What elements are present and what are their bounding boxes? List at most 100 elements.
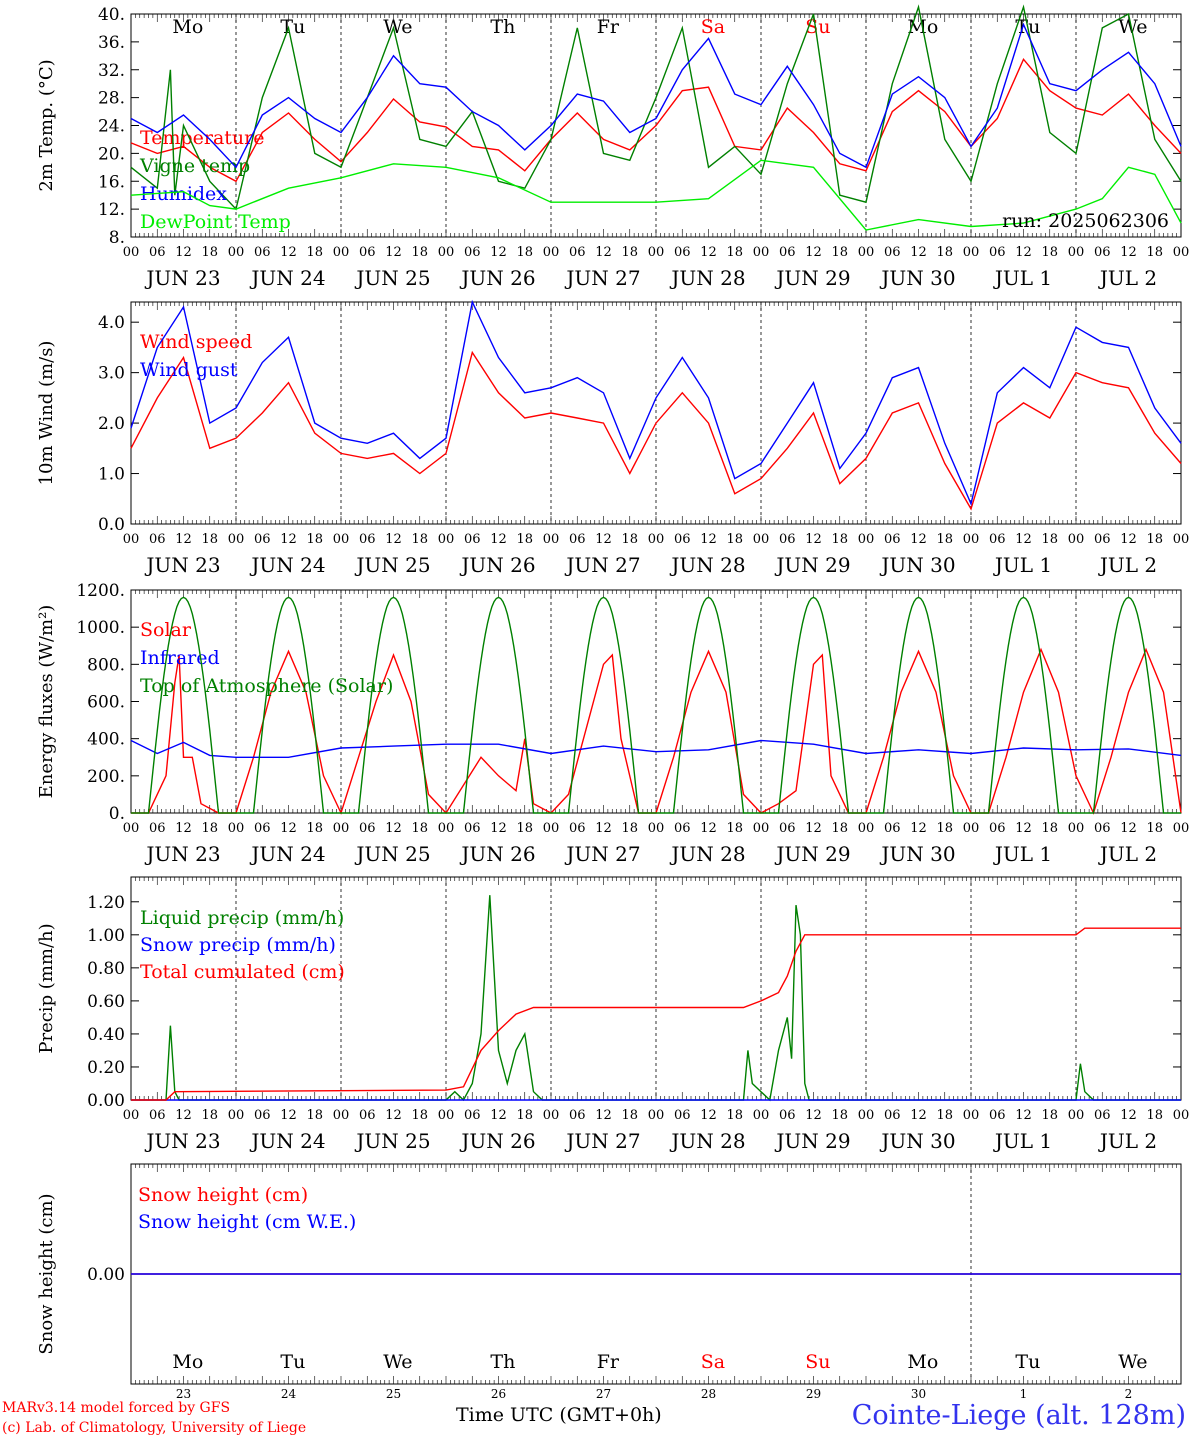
hour-label: 00: [753, 532, 770, 547]
y-tick-label: 600.: [87, 693, 125, 713]
hour-label: 06: [779, 1108, 796, 1123]
hour-label: 00: [123, 1108, 140, 1123]
hour-label: 00: [1173, 821, 1190, 836]
hour-label: 06: [674, 532, 691, 547]
hour-label: 12: [595, 245, 612, 260]
hour-label: 12: [595, 532, 612, 547]
legend-entry: Solar: [140, 619, 192, 641]
hour-label: 18: [1146, 245, 1163, 260]
y-tick-label: 0.80: [87, 959, 125, 979]
series-line: [130, 299, 1182, 507]
y-tick-label: 16.: [98, 172, 125, 192]
hour-label: 18: [831, 821, 848, 836]
legend-entry: Wind gust: [140, 359, 238, 381]
day-number-label: 26: [491, 1387, 506, 1401]
hour-label: 18: [306, 532, 323, 547]
hour-label: 12: [1015, 532, 1032, 547]
hour-label: 00: [438, 532, 455, 547]
hour-label: 18: [1146, 1108, 1163, 1123]
series-line: [130, 4, 1182, 211]
hour-label: 12: [1120, 1108, 1137, 1123]
hour-label: 12: [805, 245, 822, 260]
date-label: JUL 1: [993, 842, 1052, 866]
date-label: JUN 23: [144, 842, 220, 866]
day-number-label: 1: [1020, 1387, 1028, 1401]
hour-label: 06: [884, 821, 901, 836]
hour-label: 18: [1041, 245, 1058, 260]
hour-label: 00: [333, 245, 350, 260]
legend-entry: Liquid precip (mm/h): [140, 907, 344, 929]
hour-label: 18: [936, 245, 953, 260]
series-line: [131, 927, 1181, 1101]
weekday-label: Fr: [597, 16, 620, 38]
y-tick-label: 2.0: [98, 414, 125, 434]
y-tick-label: 1000.: [76, 618, 125, 638]
hour-label: 18: [411, 1108, 428, 1123]
weekday-label: Th: [490, 1351, 515, 1373]
hour-label: 06: [359, 1108, 376, 1123]
hour-label: 00: [648, 245, 665, 260]
y-tick-label: 0.: [109, 804, 125, 824]
day-number-label: 30: [911, 1387, 926, 1401]
y-tick-label: 200.: [87, 767, 125, 787]
date-label: JUL 2: [1098, 266, 1157, 290]
hour-label: 12: [490, 821, 507, 836]
hour-label: 18: [201, 1108, 218, 1123]
hour-label: 18: [516, 821, 533, 836]
weekday-label: Tu: [280, 1351, 305, 1373]
date-label: JUN 28: [669, 266, 745, 290]
weekday-label: Su: [805, 1351, 830, 1373]
legend-entry: Top of Atmosphere (Solar): [140, 675, 393, 697]
weekday-label: We: [383, 1351, 412, 1373]
y-tick-label: 3.0: [98, 364, 125, 384]
hour-label: 06: [569, 245, 586, 260]
hour-label: 12: [175, 532, 192, 547]
hour-label: 12: [385, 245, 402, 260]
hour-label: 18: [726, 532, 743, 547]
date-label: JUN 25: [354, 553, 430, 577]
hour-label: 12: [1120, 532, 1137, 547]
legend-entry: Snow precip (mm/h): [140, 934, 336, 956]
hour-label: 18: [411, 821, 428, 836]
station-name: Cointe-Liege (alt. 128m): [851, 1400, 1186, 1431]
hour-label: 06: [149, 821, 166, 836]
hour-label: 18: [726, 821, 743, 836]
date-label: JUN 26: [459, 553, 535, 577]
weekday-label: Mo: [172, 16, 203, 38]
weekday-label: Mo: [172, 1351, 203, 1373]
hour-label: 00: [1173, 532, 1190, 547]
hour-label: 12: [280, 245, 297, 260]
panel-frame: [130, 589, 1182, 814]
date-label: JUN 30: [879, 842, 955, 866]
legend-entry: Snow height (cm W.E.): [138, 1211, 356, 1233]
y-tick-label: 40.: [98, 5, 125, 25]
hour-label: 06: [779, 821, 796, 836]
y-tick-label: 0.0: [98, 515, 125, 535]
date-label: JUN 27: [564, 266, 640, 290]
weekday-label: Tu: [1015, 1351, 1040, 1373]
date-label: JUN 25: [354, 842, 430, 866]
hour-label: 18: [726, 1108, 743, 1123]
date-label: JUN 25: [354, 266, 430, 290]
hour-label: 00: [333, 821, 350, 836]
legend-entry: Total cumulated (cm): [140, 961, 345, 983]
hour-label: 00: [333, 1108, 350, 1123]
y-axis-label: 10m Wind (m/s): [36, 341, 57, 486]
y-tick-label: 1.00: [87, 926, 125, 946]
hour-label: 00: [648, 821, 665, 836]
hour-label: 18: [936, 821, 953, 836]
y-tick-label: 400.: [87, 730, 125, 750]
hour-label: 00: [648, 532, 665, 547]
hour-label: 00: [1173, 245, 1190, 260]
hour-label: 18: [411, 532, 428, 547]
hour-label: 00: [123, 821, 140, 836]
hour-label: 00: [123, 245, 140, 260]
hour-label: 06: [884, 245, 901, 260]
series-line: [130, 159, 1182, 231]
date-label: JUN 23: [144, 266, 220, 290]
date-label: JUN 23: [144, 1129, 220, 1153]
hour-label: 18: [306, 1108, 323, 1123]
hour-label: 18: [621, 532, 638, 547]
hour-label: 06: [989, 532, 1006, 547]
